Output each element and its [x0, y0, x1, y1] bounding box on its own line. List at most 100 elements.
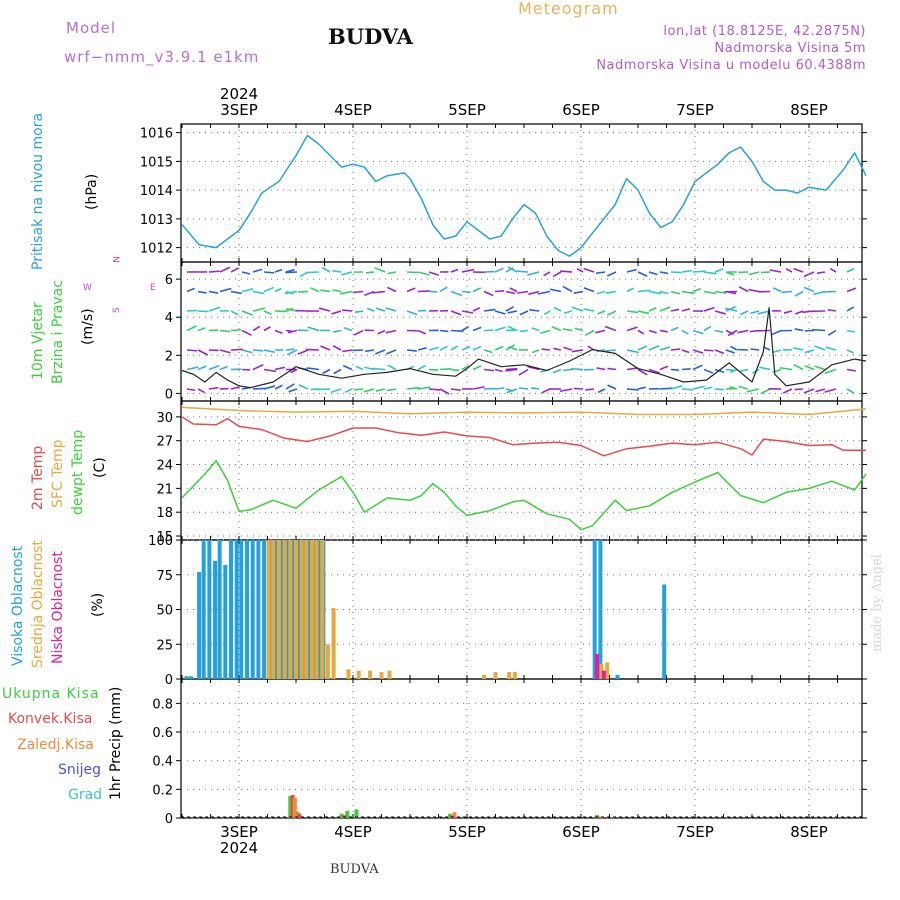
wind-arrow: [648, 307, 657, 312]
wind-arrow: [428, 368, 439, 371]
snow-label: Snijeg: [58, 762, 102, 778]
cloud-mid-bar: [294, 540, 298, 679]
wind-arrow: [781, 290, 793, 294]
cloud-mid-bar: [276, 540, 281, 679]
cloud-high-bar: [201, 540, 206, 679]
wind-arrow: [681, 349, 690, 354]
wind-arrow: [626, 287, 634, 293]
wind-arrow: [186, 325, 198, 332]
wind-arrow: [714, 349, 725, 355]
wind-arrow: [252, 307, 266, 312]
wind-arrow: [365, 271, 375, 274]
wind-arrow: [494, 345, 504, 351]
wind-arrow: [604, 325, 617, 332]
compass-e: E: [150, 283, 156, 293]
prec-conv-bar: [597, 816, 602, 818]
wind-arrow: [531, 387, 540, 390]
wind-arrow: [539, 329, 551, 335]
wind-arrow: [607, 367, 617, 371]
wind-arrow: [197, 349, 209, 356]
wind-arrow: [274, 329, 283, 334]
cloud-high-bar: [662, 584, 667, 679]
cloud-mid-bar: [314, 540, 319, 679]
wind-arrow: [681, 307, 691, 312]
prec-total-bar: [295, 811, 300, 818]
cloud-mid-bar: [331, 608, 336, 679]
wind-arrow: [626, 310, 639, 314]
wind-arrow: [363, 388, 375, 393]
wind-speed-line: [181, 307, 867, 389]
wind-arrow: [461, 268, 475, 273]
wind-arrow: [472, 365, 482, 371]
wind-arrow: [846, 306, 855, 312]
wind-arrow: [483, 290, 494, 297]
wind-arrow: [439, 345, 448, 351]
wind-arrow: [703, 349, 714, 352]
temperature-ytick-label: 21: [156, 482, 173, 497]
wind-arrow: [375, 388, 386, 392]
cloud-high-bar: [592, 540, 597, 679]
wind-vector-field: [186, 266, 857, 395]
wind-arrow: [794, 290, 804, 297]
wind-arrow: [769, 269, 782, 273]
cloud-high-bar: [279, 540, 284, 679]
wind-arrow: [386, 349, 397, 355]
wind-arrow: [528, 290, 540, 296]
wind-arrow: [507, 310, 518, 314]
wind-arrow: [320, 345, 331, 351]
wind-arrow: [450, 290, 463, 297]
wind-arrow: [321, 266, 331, 273]
wind-arrow: [298, 290, 309, 293]
wind-arrow: [703, 290, 717, 295]
wind-arrow: [670, 271, 682, 274]
wind-arrow: [472, 287, 482, 293]
wind-arrow: [626, 388, 639, 391]
wind-arrow: [537, 290, 551, 295]
wind-arrow: [670, 385, 683, 390]
wind-arrow: [681, 290, 695, 295]
cloud_cover-ytick-label: 75: [156, 569, 173, 584]
wind-arrow: [730, 368, 738, 373]
wind-arrow: [219, 349, 231, 354]
wind-arrow: [364, 290, 375, 297]
cloud-mid-bar: [304, 540, 309, 679]
wind-arrow: [519, 329, 529, 333]
temperature-ytick-label: 30: [156, 411, 173, 426]
wind-arrow: [197, 327, 206, 332]
wind-arrow: [846, 329, 855, 333]
wind-arrow: [606, 271, 617, 277]
wind-arrow: [274, 268, 283, 273]
wind-arrow: [494, 267, 504, 273]
cloud-high-bar: [217, 540, 222, 679]
wind-arrow: [372, 367, 386, 371]
wind-arrow: [461, 310, 474, 314]
cloud-mid-bar: [266, 540, 271, 679]
cloud-mid-bar: [482, 674, 487, 679]
pressure-ytick-label: 1016: [140, 127, 173, 142]
wind-arrow: [286, 307, 298, 312]
temperature-ytick-label: 27: [156, 435, 173, 450]
date-label-bottom: 4SEP: [334, 823, 372, 841]
wind-arrow: [585, 388, 595, 391]
wind-arrow: [208, 386, 219, 390]
wind-arrow: [505, 367, 518, 371]
prec-total-bar: [354, 809, 359, 818]
date-label-top: 6SEP: [562, 101, 600, 119]
dewpt-line: [181, 459, 867, 531]
precipitation-frame: [180, 678, 863, 819]
cloud-mid-bar: [320, 540, 325, 679]
wind-arrow: [648, 329, 657, 334]
wind-arrow: [748, 288, 760, 293]
cloud-low-bar: [594, 653, 599, 679]
wind-arrow: [740, 368, 749, 372]
date-label-top: 3SEP: [220, 101, 258, 119]
wind-arrow: [355, 310, 364, 314]
wind-arrow: [517, 290, 529, 294]
wind-arrow: [284, 290, 298, 295]
wind-arrow: [509, 287, 518, 293]
wind-arrow: [692, 270, 706, 273]
wind-arrow: [365, 349, 375, 353]
wind-arrow: [813, 290, 826, 296]
model-label: Model: [66, 19, 117, 37]
